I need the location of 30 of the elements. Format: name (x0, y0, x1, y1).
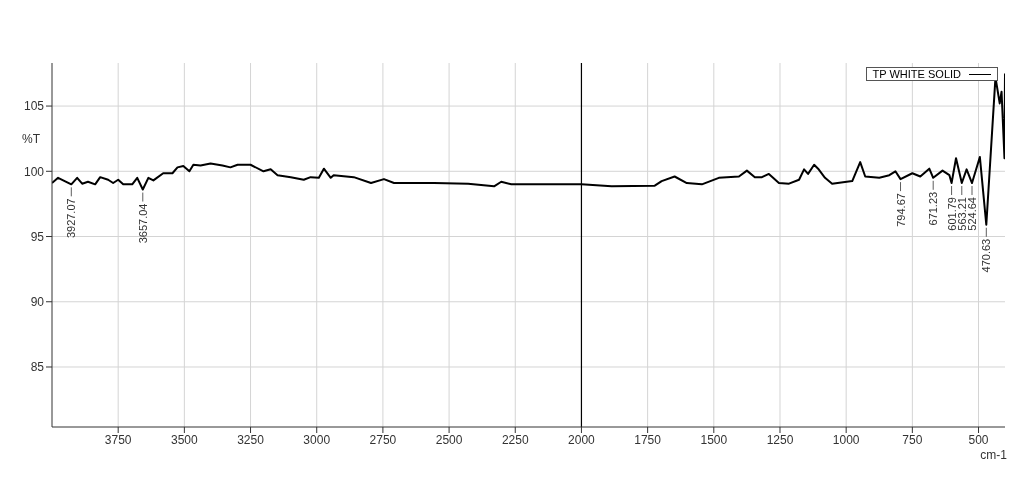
annotation: 601.79 (945, 197, 958, 231)
annotation: 3927.07 (65, 198, 78, 239)
y-tick-label: 95 (30, 229, 45, 244)
annotation: 794.67 (894, 193, 907, 227)
y-axis-title: %T (22, 132, 41, 147)
x-tick-label: 2500 (435, 432, 463, 447)
annotation: 563.21 (955, 197, 968, 231)
x-tick-label: 1000 (832, 432, 860, 447)
y-tick-label: 90 (30, 295, 45, 310)
legend-label: TP WHITE SOLID (872, 68, 961, 80)
x-tick-label: 1250 (766, 432, 794, 447)
annotation: 524.64 (966, 197, 979, 231)
x-axis-title: cm-1 (980, 448, 1008, 462)
y-tick-label: 105 (23, 99, 45, 114)
x-tick-label: 1500 (700, 432, 728, 447)
annotation: 470.63 (980, 238, 993, 273)
y-tick-label: 85 (30, 360, 45, 375)
x-tick-label: 2000 (568, 432, 596, 447)
x-tick-label: 1750 (634, 432, 662, 447)
x-tick-label: 3500 (171, 432, 199, 447)
x-tick-label: 2250 (501, 432, 529, 447)
x-tick-label: 3750 (104, 432, 132, 447)
x-tick-label: 3250 (237, 432, 265, 447)
x-tick-label: 750 (902, 432, 923, 447)
x-tick-label: 2750 (369, 432, 397, 447)
x-tick-label: 3000 (303, 432, 331, 447)
y-tick-label: 100 (23, 164, 45, 179)
annotation: 3657.04 (136, 203, 149, 244)
annotation: 671.23 (927, 191, 940, 226)
x-tick-label: 500 (968, 432, 989, 447)
